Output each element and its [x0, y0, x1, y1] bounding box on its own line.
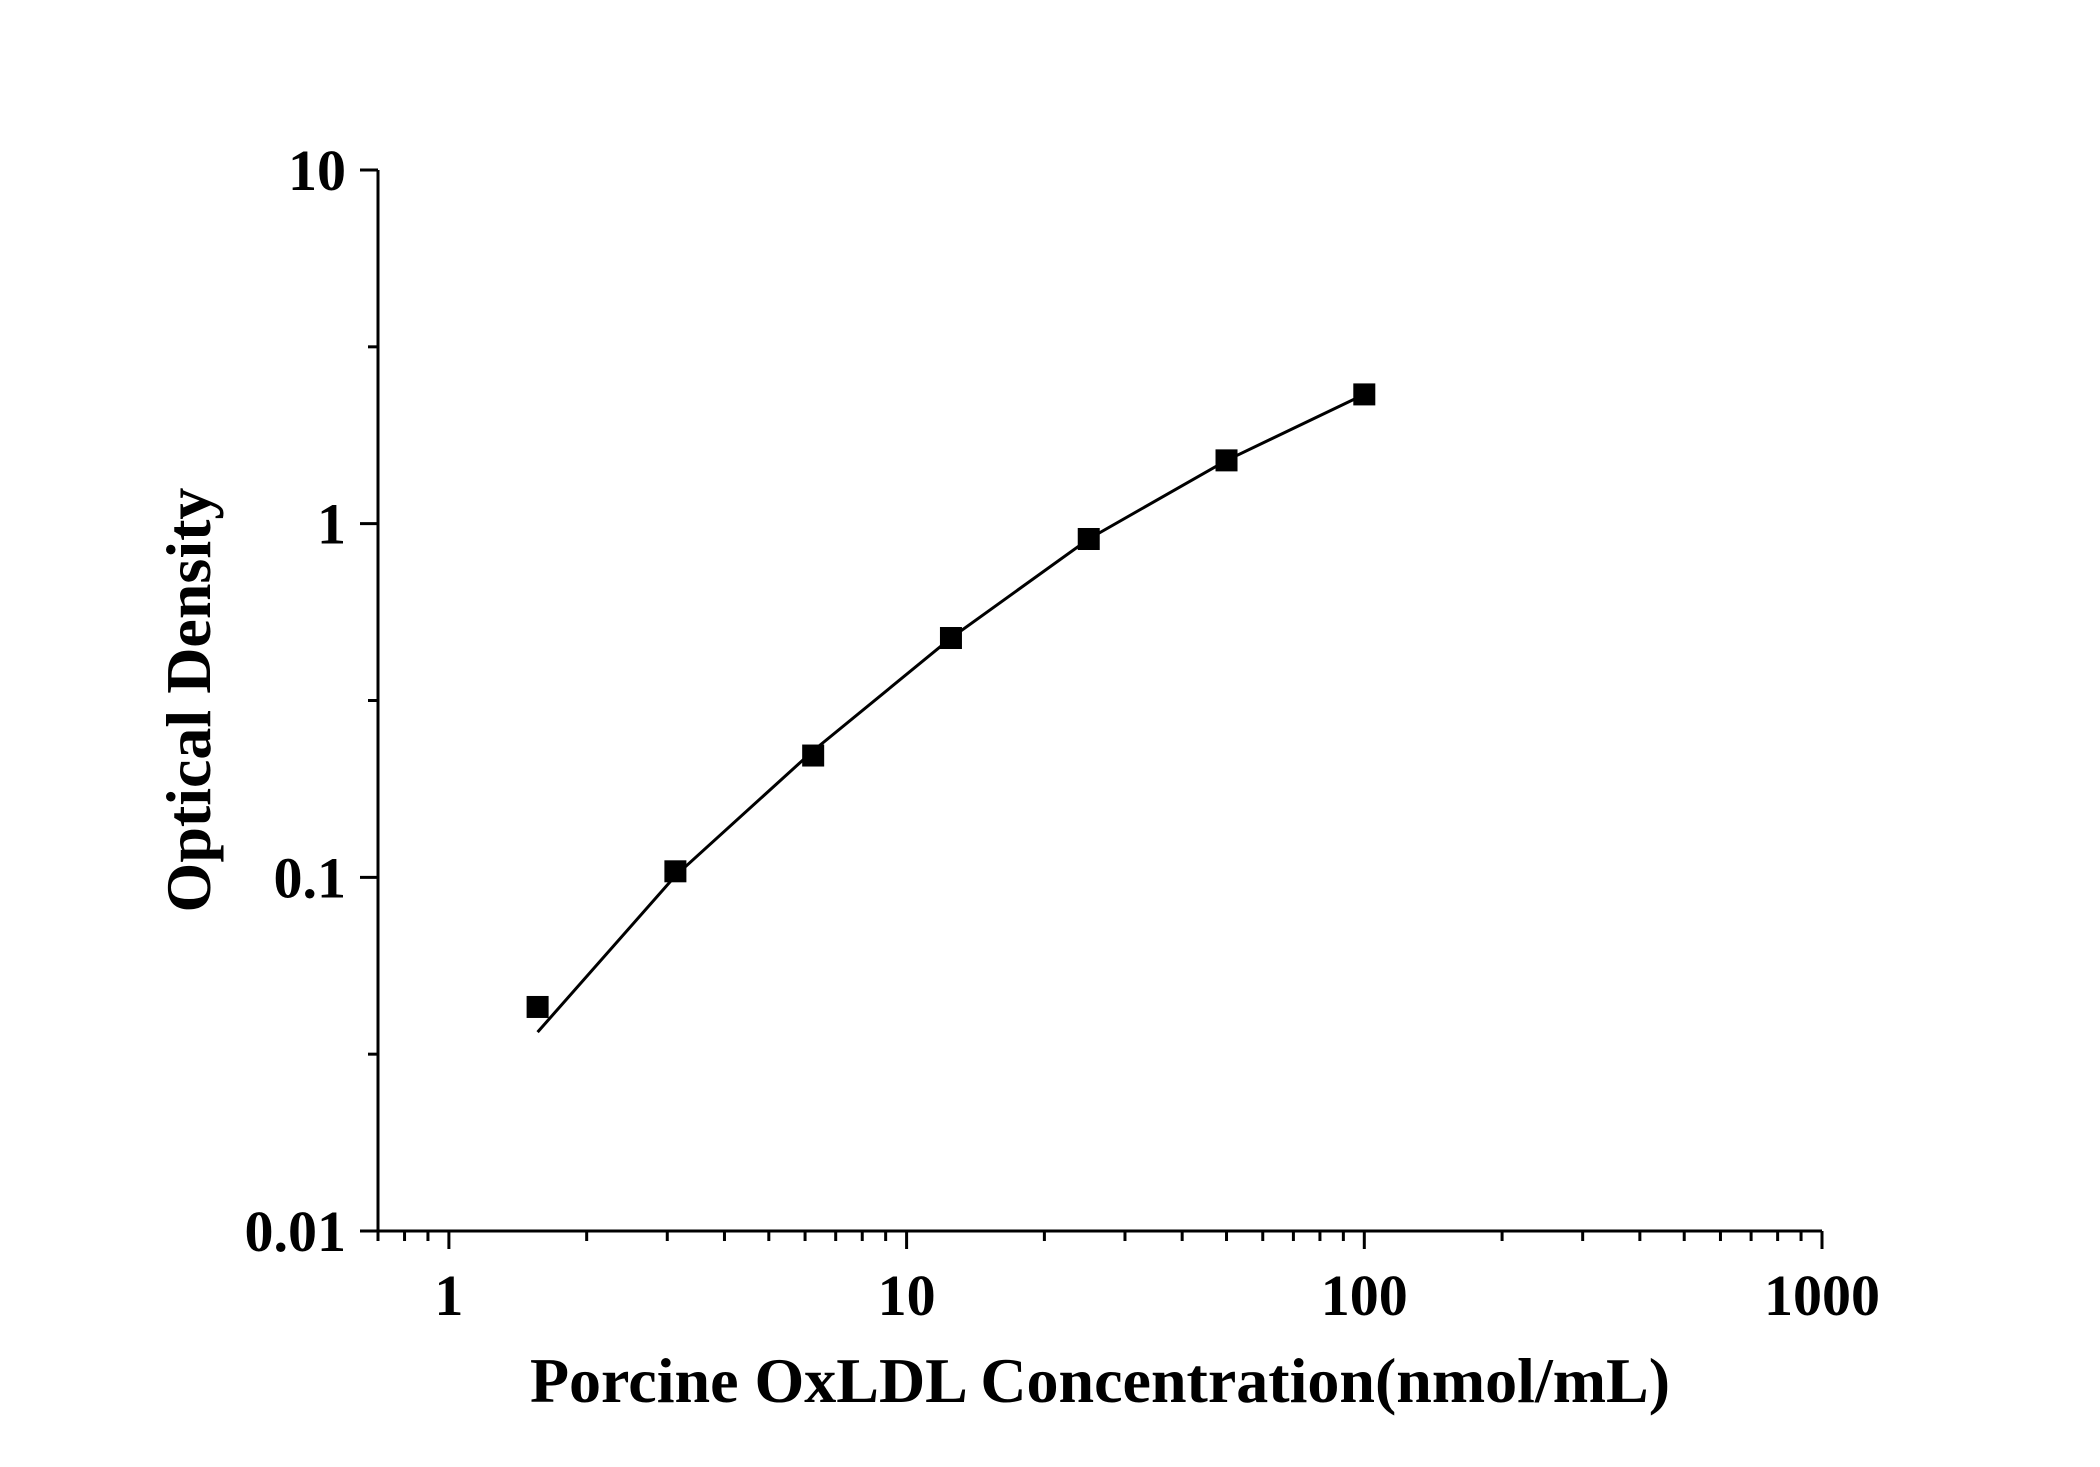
data-points: [526, 383, 1376, 1018]
y-ticks: 0.01 0.1 1 10: [245, 138, 378, 1264]
axes: [376, 170, 1822, 1233]
y-tick-label: 1: [317, 492, 346, 557]
data-point: [939, 627, 962, 650]
fit-line: [536, 393, 1365, 1034]
data-point: [1077, 527, 1100, 550]
fit-curve: [536, 393, 1365, 1034]
x-tick-label: 1: [434, 1263, 463, 1328]
x-axis-title: Porcine OxLDL Concentration(nmol/mL): [530, 1345, 1670, 1416]
x-tick-label: 10: [878, 1263, 936, 1328]
data-point: [1215, 449, 1238, 472]
data-point: [664, 860, 687, 883]
y-tick-label: 10: [288, 138, 346, 203]
x-tick-label: 1000: [1764, 1263, 1880, 1328]
data-point: [1353, 383, 1376, 406]
x-ticks: 1 10 100 1000: [376, 1231, 1880, 1328]
y-tick-label: 0.01: [245, 1199, 347, 1264]
y-axis-title: Optical Density: [153, 488, 224, 913]
data-point: [526, 995, 549, 1018]
y-tick-label: 0.1: [274, 845, 347, 910]
x-tick-label: 100: [1321, 1263, 1408, 1328]
data-point: [802, 744, 825, 767]
